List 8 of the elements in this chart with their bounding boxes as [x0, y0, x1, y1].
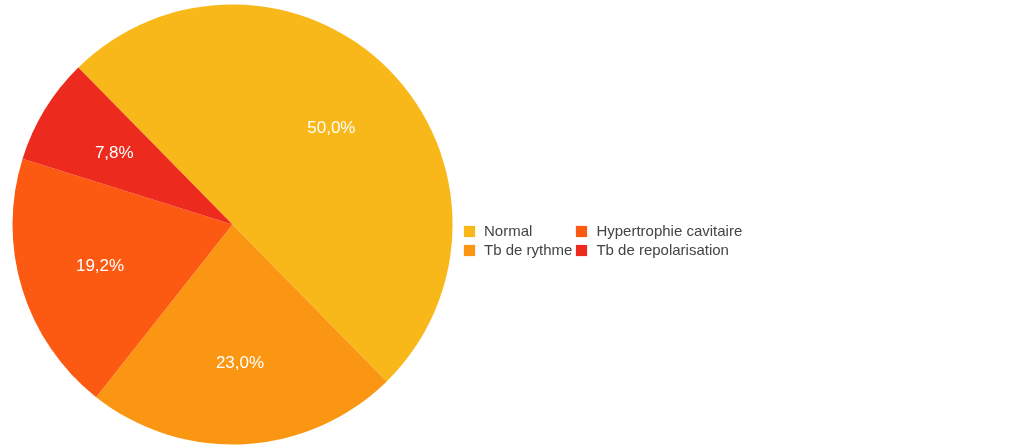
- legend-label: Normal: [484, 222, 533, 239]
- data-label: 50,0%: [307, 117, 356, 137]
- legend-label: Hypertrophie cavitaire: [596, 222, 743, 239]
- data-label: 19,2%: [75, 255, 125, 275]
- data-label: 7,8%: [94, 142, 134, 162]
- legend-label: Tb de repolarisation: [596, 241, 729, 258]
- legend-label: Tb de rythme: [484, 241, 573, 258]
- data-label: 23,0%: [215, 353, 265, 373]
